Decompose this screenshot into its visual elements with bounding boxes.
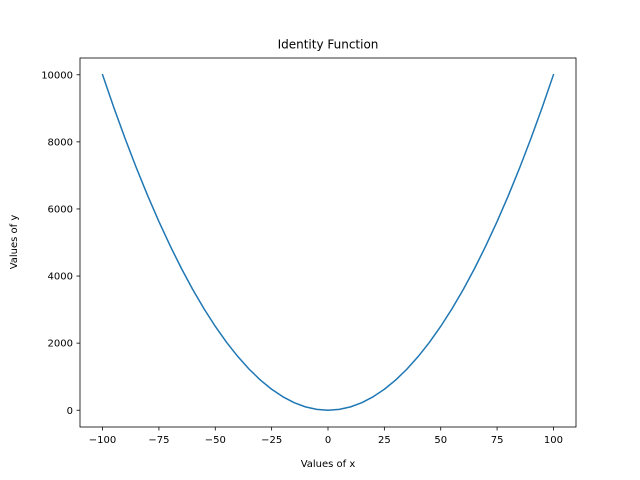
y-tick-label: 0 xyxy=(67,406,73,417)
x-tick-label: 25 xyxy=(378,435,391,446)
y-tick-label: 6000 xyxy=(48,205,73,216)
plot-area xyxy=(79,57,577,428)
y-tick-label: 4000 xyxy=(48,272,73,283)
x-tick-label: 50 xyxy=(434,435,447,446)
x-tick-label: −100 xyxy=(89,435,116,446)
y-axis-ticks: 0 2000 4000 6000 8000 10000 xyxy=(41,70,80,417)
x-tick-label: 75 xyxy=(491,435,504,446)
y-tick-label: 10000 xyxy=(41,70,73,81)
chart-title: Identity Function xyxy=(278,38,379,52)
x-tick-label: 0 xyxy=(325,435,331,446)
x-tick-label: −50 xyxy=(205,435,226,446)
x-axis-ticks: −100 −75 −50 −25 0 25 50 75 100 xyxy=(89,427,563,446)
x-axis-label: Values of x xyxy=(301,459,356,470)
axes-frame xyxy=(79,57,577,428)
y-tick-label: 2000 xyxy=(48,339,73,350)
y-axis-label: Values of y xyxy=(9,215,20,270)
series-line-0 xyxy=(101,73,555,411)
x-tick-label: 100 xyxy=(544,435,563,446)
y-tick-label: 8000 xyxy=(48,137,73,148)
x-tick-label: −75 xyxy=(148,435,169,446)
x-tick-label: −25 xyxy=(261,435,282,446)
